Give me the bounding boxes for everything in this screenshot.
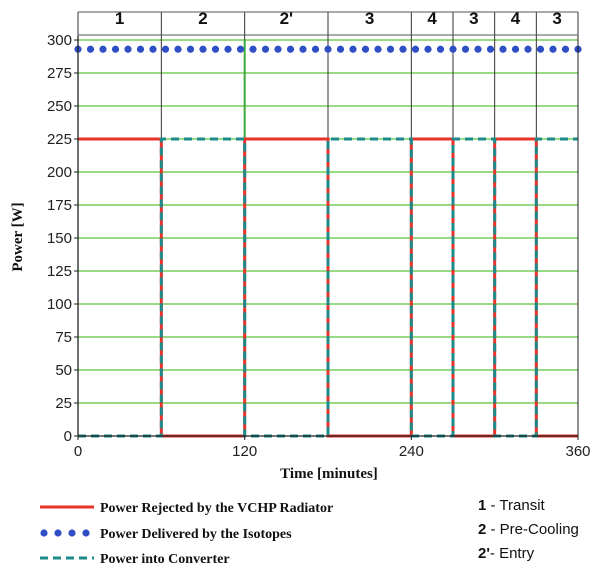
legend-marker-dots <box>40 529 48 537</box>
phase-label-2: 2 <box>198 9 207 28</box>
y-tick-0: 0 <box>64 428 72 445</box>
x-tick-labels: 0 120 240 360 <box>74 436 591 460</box>
y-tick-200: 200 <box>47 164 72 181</box>
y-tick-225: 225 <box>47 131 72 148</box>
legend: Power Rejected by the VCHP Radiator Power… <box>40 501 333 567</box>
isotope-power-point <box>86 45 95 53</box>
phase-label-3: 2' <box>280 9 294 28</box>
isotope-power-point <box>361 45 370 53</box>
isotope-power-point <box>511 45 520 53</box>
isotope-power-point <box>149 45 157 53</box>
phase-label-4: 3 <box>365 9 374 28</box>
isotope-power-point <box>336 45 345 53</box>
isotope-power-point <box>111 45 120 53</box>
legend-marker-dots <box>82 529 90 537</box>
isotope-power-point <box>236 45 245 53</box>
isotope-power-point <box>561 45 570 53</box>
isotope-power-point <box>261 45 270 53</box>
isotope-power-point <box>136 45 145 53</box>
y-tick-150: 150 <box>47 230 72 247</box>
y-tick-175: 175 <box>47 197 72 214</box>
series-lines <box>74 45 582 438</box>
key-entry-1: 1 - Transit <box>478 497 546 514</box>
phase-key: 1 - Transit 2 - Pre-Cooling 2'- Entry <box>478 497 579 562</box>
y-tick-50: 50 <box>55 362 72 379</box>
isotope-power-point <box>374 45 382 53</box>
phase-label-7: 4 <box>511 9 521 28</box>
isotope-power-point <box>349 45 357 53</box>
isotope-power-point <box>99 45 107 53</box>
y-axis-label: Power [W] <box>10 202 26 271</box>
x-tick-360: 360 <box>565 443 590 460</box>
isotope-power-point <box>424 45 432 53</box>
y-tick-labels: 0 25 50 75 100 125 150 175 200 225 250 275 300 <box>47 32 78 445</box>
y-tick-100: 100 <box>47 296 72 313</box>
phase-label-1: 1 <box>115 9 124 28</box>
y-tick-300: 300 <box>47 32 72 49</box>
isotope-power-point <box>224 45 232 53</box>
phase-label-6: 3 <box>469 9 478 28</box>
key-entry-3: 2'- Entry <box>478 545 535 562</box>
isotope-power-point <box>161 45 170 53</box>
phase-dividers <box>77 12 579 139</box>
isotope-power-point <box>249 45 257 53</box>
isotope-power-point <box>536 45 545 53</box>
y-tick-75: 75 <box>55 329 72 346</box>
legend-marker-dots <box>68 529 76 537</box>
isotope-power-point <box>274 45 282 53</box>
x-tick-120: 120 <box>232 443 257 460</box>
x-tick-0: 0 <box>74 443 82 460</box>
isotope-power-point <box>499 45 507 53</box>
isotope-power-point <box>211 45 220 53</box>
isotope-power-point <box>411 45 420 53</box>
isotope-power-point <box>474 45 482 53</box>
isotope-power-point <box>324 45 332 53</box>
isotope-power-point <box>461 45 470 53</box>
converter-power-line <box>78 137 578 438</box>
isotope-power-point <box>174 45 182 53</box>
isotope-power-point <box>299 45 307 53</box>
y-tick-125: 125 <box>47 263 72 280</box>
isotope-power-point <box>449 45 457 53</box>
legend-entry-1: Power Rejected by the VCHP Radiator <box>100 501 333 516</box>
isotope-power-point <box>399 45 407 53</box>
phase-label-8: 3 <box>552 9 561 28</box>
key-entry-2: 2 - Pre-Cooling <box>478 521 579 538</box>
x-tick-240: 240 <box>399 443 424 460</box>
legend-marker-dots <box>54 529 62 537</box>
isotope-power-point <box>199 45 207 53</box>
isotope-power-point <box>286 45 295 53</box>
y-tick-25: 25 <box>55 395 72 412</box>
isotope-power-point <box>311 45 320 53</box>
isotope-power-point <box>486 45 495 53</box>
phase-label-5: 4 <box>427 9 437 28</box>
legend-entry-3: Power into Converter <box>100 552 230 567</box>
isotope-power-point <box>186 45 195 53</box>
legend-entry-2: Power Delivered by the Isotopes <box>100 527 292 542</box>
y-tick-250: 250 <box>47 98 72 115</box>
axes <box>77 11 579 437</box>
y-tick-275: 275 <box>47 65 72 82</box>
isotope-power-point <box>124 45 132 53</box>
isotope-power-point <box>524 45 532 53</box>
isotope-power-point <box>436 45 445 53</box>
phase-labels: 1 2 2' 3 4 3 4 3 <box>115 9 562 28</box>
x-axis-label: Time [minutes] <box>280 466 378 482</box>
isotope-power-point <box>386 45 395 53</box>
isotope-power-point <box>549 45 557 53</box>
